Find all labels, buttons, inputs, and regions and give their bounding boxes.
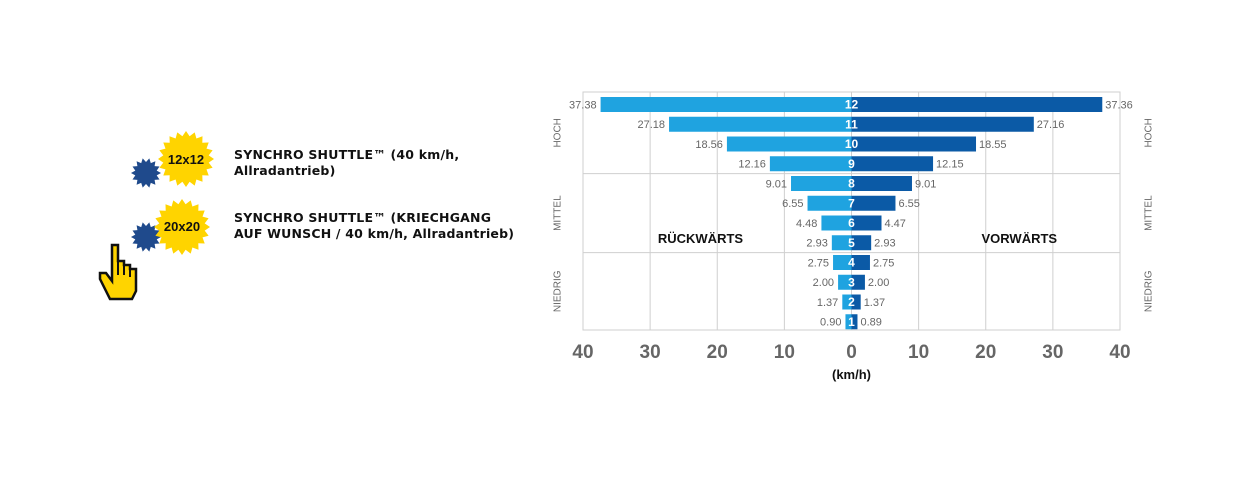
range-label-right: HOCH: [1144, 118, 1155, 147]
bar-rueckwaerts: [838, 274, 852, 290]
gear-small: [131, 158, 161, 188]
range-label-left: NIEDRIG: [553, 270, 564, 312]
gear-number: 2: [848, 295, 855, 309]
value-label-right: 37.36: [1105, 99, 1133, 111]
x-tick-label: 40: [572, 342, 593, 363]
bar-rueckwaerts: [821, 215, 852, 231]
gear-icon: 12x12: [131, 131, 214, 188]
gear-badge-label: 20x20: [164, 219, 200, 234]
value-label-right: 6.55: [898, 198, 919, 210]
x-tick-label: 20: [975, 342, 996, 363]
value-label-right: 9.01: [915, 178, 936, 190]
value-label-right: 0.89: [860, 317, 881, 329]
bar-vorwaerts: [851, 116, 1034, 132]
option-12x12: 12x12 SYNCHRO SHUTTLE™ (40 km/h, Allrada…: [120, 125, 520, 195]
bar-rueckwaerts: [845, 314, 852, 330]
x-tick-label: 30: [1042, 342, 1063, 363]
bar-rueckwaerts: [791, 176, 852, 191]
bar-rueckwaerts: [842, 294, 852, 310]
value-label-left: 27.18: [638, 119, 666, 131]
x-tick-label: 10: [774, 342, 795, 363]
bar-vorwaerts: [851, 176, 912, 191]
value-label-left: 18.56: [695, 139, 723, 151]
bar-rueckwaerts: [831, 235, 852, 251]
value-label-left: 0.90: [820, 317, 841, 329]
bar-vorwaerts: [851, 235, 872, 251]
gear-number: 12: [845, 98, 859, 112]
series-label-vorwaerts: VORWÄRTS: [982, 231, 1058, 246]
value-label-right: 4.47: [885, 218, 906, 230]
range-label-right: NIEDRIG: [1144, 270, 1155, 312]
gear-number: 9: [848, 157, 855, 171]
gear-icon: 20x20: [98, 199, 210, 301]
x-tick-label: 10: [908, 342, 929, 363]
value-label-left: 6.55: [782, 198, 803, 210]
bar-rueckwaerts: [600, 97, 852, 112]
value-label-left: 4.48: [796, 218, 817, 230]
gear-large: [154, 199, 210, 255]
bar-vorwaerts: [851, 314, 858, 330]
bar-rueckwaerts: [669, 116, 852, 132]
value-label-right: 18.55: [979, 139, 1007, 151]
x-tick-label: 40: [1109, 342, 1130, 363]
value-label-right: 12.15: [936, 159, 964, 171]
gear-number: 5: [848, 236, 855, 250]
x-tick-label: 20: [707, 342, 728, 363]
bar-vorwaerts: [851, 215, 882, 231]
hand-pointer-icon: [98, 243, 138, 301]
value-label-left: 12.16: [738, 159, 766, 171]
gear-number: 10: [845, 137, 859, 151]
gear-small: [131, 222, 161, 252]
x-tick-label: 0: [846, 342, 857, 363]
range-label-left: MITTEL: [553, 195, 564, 231]
option-label: SYNCHRO SHUTTLE™ (KRIECHGANG AUF WUNSCH …: [234, 210, 515, 241]
bar-vorwaerts: [851, 195, 896, 211]
bar-vorwaerts: [851, 294, 861, 310]
bar-vorwaerts: [851, 274, 865, 290]
x-tick-label: 30: [640, 342, 661, 363]
value-label-left: 2.93: [806, 238, 827, 250]
value-label-left: 2.75: [808, 257, 829, 269]
series-label-rueckwaerts: RÜCKWÄRTS: [658, 231, 744, 246]
bar-vorwaerts: [851, 136, 977, 152]
option-20x20[interactable]: 20x20 SYNCHRO SHUTTLE™ (KRIECHGANG AUF W…: [90, 195, 520, 305]
gear-badge-label: 12x12: [168, 152, 204, 167]
gear-number: 11: [845, 117, 858, 131]
gear-large: [158, 131, 214, 187]
value-label-right: 27.16: [1037, 119, 1065, 131]
value-label-right: 2.75: [873, 257, 894, 269]
bar-rueckwaerts: [769, 156, 852, 172]
value-label-left: 9.01: [766, 178, 787, 190]
value-label-left: 1.37: [817, 297, 838, 309]
gear-number: 6: [848, 216, 855, 230]
value-label-right: 1.37: [864, 297, 885, 309]
gear-number: 8: [848, 177, 855, 191]
x-axis-label: (km/h): [832, 367, 871, 382]
value-label-left: 37.38: [569, 99, 597, 111]
bar-rueckwaerts: [726, 136, 852, 152]
gear-number: 3: [848, 275, 855, 289]
bar-vorwaerts: [851, 97, 1103, 112]
range-label-left: HOCH: [553, 118, 564, 147]
value-label-right: 2.93: [874, 238, 895, 250]
gear-number: 1: [848, 315, 855, 329]
option-label: SYNCHRO SHUTTLE™ (40 km/h, Allradantrieb…: [234, 147, 460, 178]
gear-number: 7: [848, 196, 855, 210]
gear-number: 4: [848, 256, 855, 270]
value-label-right: 2.00: [868, 277, 889, 289]
bar-vorwaerts: [851, 255, 870, 270]
value-label-left: 2.00: [813, 277, 834, 289]
range-label-right: MITTEL: [1144, 195, 1155, 231]
bar-rueckwaerts: [833, 255, 852, 270]
bar-rueckwaerts: [807, 195, 852, 211]
bar-vorwaerts: [851, 156, 934, 172]
